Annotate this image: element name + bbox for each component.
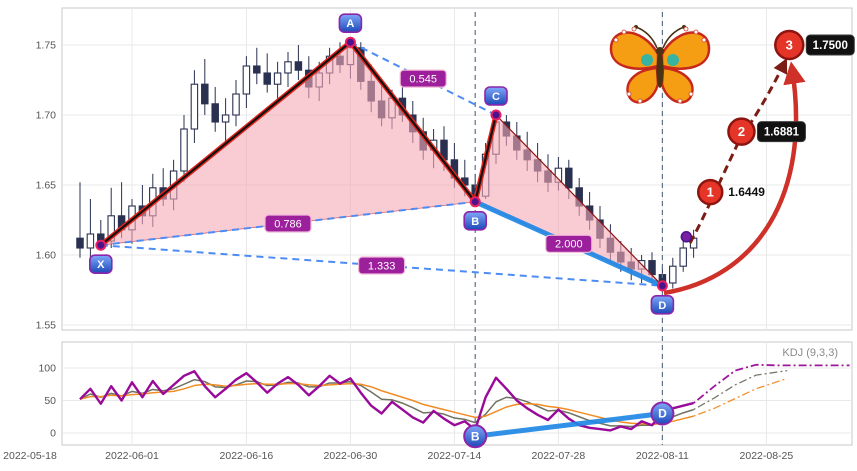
price-tick-label: 1.70 <box>36 110 57 122</box>
candle[interactable] <box>242 56 251 108</box>
fib-ratio-label[interactable]: 1.333 <box>358 256 406 275</box>
candle[interactable] <box>180 115 188 183</box>
date-tick-label: 2022-06-30 <box>324 450 378 462</box>
date-tick-label: 2022-06-01 <box>105 450 159 462</box>
target-price-label: 1.6449 <box>728 185 765 199</box>
pattern-point-label-C[interactable]: C <box>484 86 508 106</box>
candle[interactable] <box>76 182 84 258</box>
kdj-forecast-K <box>693 369 788 411</box>
pattern-point-label-B[interactable]: B <box>463 211 488 231</box>
candle[interactable] <box>211 87 219 132</box>
kdj-forecast-J <box>693 363 850 404</box>
pattern-point-X[interactable] <box>95 239 107 251</box>
svg-text:1.333: 1.333 <box>368 260 396 272</box>
pattern-point-B[interactable] <box>469 196 481 208</box>
pattern-leg[interactable] <box>474 113 498 203</box>
target-price-label: 1.7500 <box>813 40 848 52</box>
kdj-line-D <box>79 382 694 426</box>
pattern-point-D[interactable] <box>656 280 668 292</box>
kdj-marker-D[interactable]: D <box>650 401 675 426</box>
target-1[interactable]: 1.6449 1 <box>696 178 765 206</box>
kdj-marker-B[interactable]: B <box>463 424 488 449</box>
kdj-tick-label: 50 <box>44 395 56 407</box>
fib-ratio-label[interactable]: 0.545 <box>399 69 447 88</box>
pattern-leg[interactable] <box>99 41 352 247</box>
date-tick-label: 2022-08-11 <box>636 450 689 462</box>
svg-text:X: X <box>97 259 105 271</box>
fib-line-0.545[interactable] <box>349 41 497 116</box>
date-tick-label: 2022-08-25 <box>740 450 794 462</box>
candle[interactable] <box>263 53 271 93</box>
svg-text:D: D <box>658 300 666 312</box>
svg-text:2: 2 <box>738 124 745 139</box>
pattern-edge-cd <box>495 114 663 287</box>
last-price-dot <box>680 231 693 243</box>
svg-text:A: A <box>346 18 354 30</box>
candle[interactable] <box>294 45 303 80</box>
svg-text:B: B <box>471 216 479 228</box>
pattern-leg[interactable] <box>349 41 477 203</box>
pattern-point-C[interactable] <box>490 109 502 121</box>
kdj-projection-line[interactable] <box>472 411 665 439</box>
price-tick-label: 1.60 <box>36 250 57 262</box>
price-tick-label: 1.65 <box>36 180 57 192</box>
svg-text:D: D <box>658 407 667 421</box>
butterfly-icon <box>609 25 711 104</box>
target-2[interactable]: 1.6881 2 <box>727 117 806 146</box>
target-price-box <box>805 34 855 56</box>
candle[interactable] <box>679 238 687 272</box>
candle[interactable] <box>669 257 677 289</box>
kdj-tick-label: 100 <box>38 363 56 375</box>
kdj-panel <box>61 341 853 446</box>
pattern-point-label-X[interactable]: X <box>89 254 113 274</box>
kdj-tick-label: 0 <box>50 428 56 440</box>
candle[interactable] <box>232 80 240 127</box>
fib-ratio-label[interactable]: 2.000 <box>545 234 593 253</box>
fib-ratio-label[interactable]: 0.786 <box>264 214 312 233</box>
candle[interactable] <box>201 59 209 115</box>
svg-text:1: 1 <box>707 185 714 200</box>
candle[interactable] <box>190 70 199 143</box>
target-price-label: 1.6881 <box>764 127 800 139</box>
date-tick-label: 2022-06-16 <box>220 450 274 462</box>
date-tick-label: 2022-05-18 <box>3 450 57 462</box>
price-tick-label: 1.75 <box>36 40 57 52</box>
pattern-point-label-A[interactable]: A <box>338 13 363 33</box>
svg-text:2.000: 2.000 <box>555 239 583 251</box>
svg-text:C: C <box>492 91 500 103</box>
kdj-indicator-label: KDJ (9,3,3) <box>782 347 838 359</box>
svg-text:0.545: 0.545 <box>409 73 437 85</box>
candle[interactable] <box>86 199 95 261</box>
target-price-box <box>756 121 806 143</box>
fib-line-0.786[interactable] <box>100 200 476 247</box>
kdj-line-J <box>79 370 694 432</box>
date-tick-label: 2022-07-28 <box>532 450 586 462</box>
pattern-point-label-D[interactable]: D <box>650 294 675 315</box>
svg-text:0.786: 0.786 <box>274 218 302 230</box>
pattern-point-A[interactable] <box>344 36 356 48</box>
price-tick-label: 1.55 <box>36 320 57 332</box>
candle[interactable] <box>221 98 230 143</box>
projection-arrow-solid <box>663 61 806 296</box>
date-tick-label: 2022-07-14 <box>428 450 482 462</box>
target-3[interactable]: 1.7500 3 <box>774 29 855 61</box>
svg-text:3: 3 <box>786 38 793 53</box>
candle[interactable] <box>284 52 292 87</box>
svg-text:B: B <box>471 429 480 443</box>
candle[interactable] <box>253 47 261 85</box>
candle[interactable] <box>273 61 282 104</box>
